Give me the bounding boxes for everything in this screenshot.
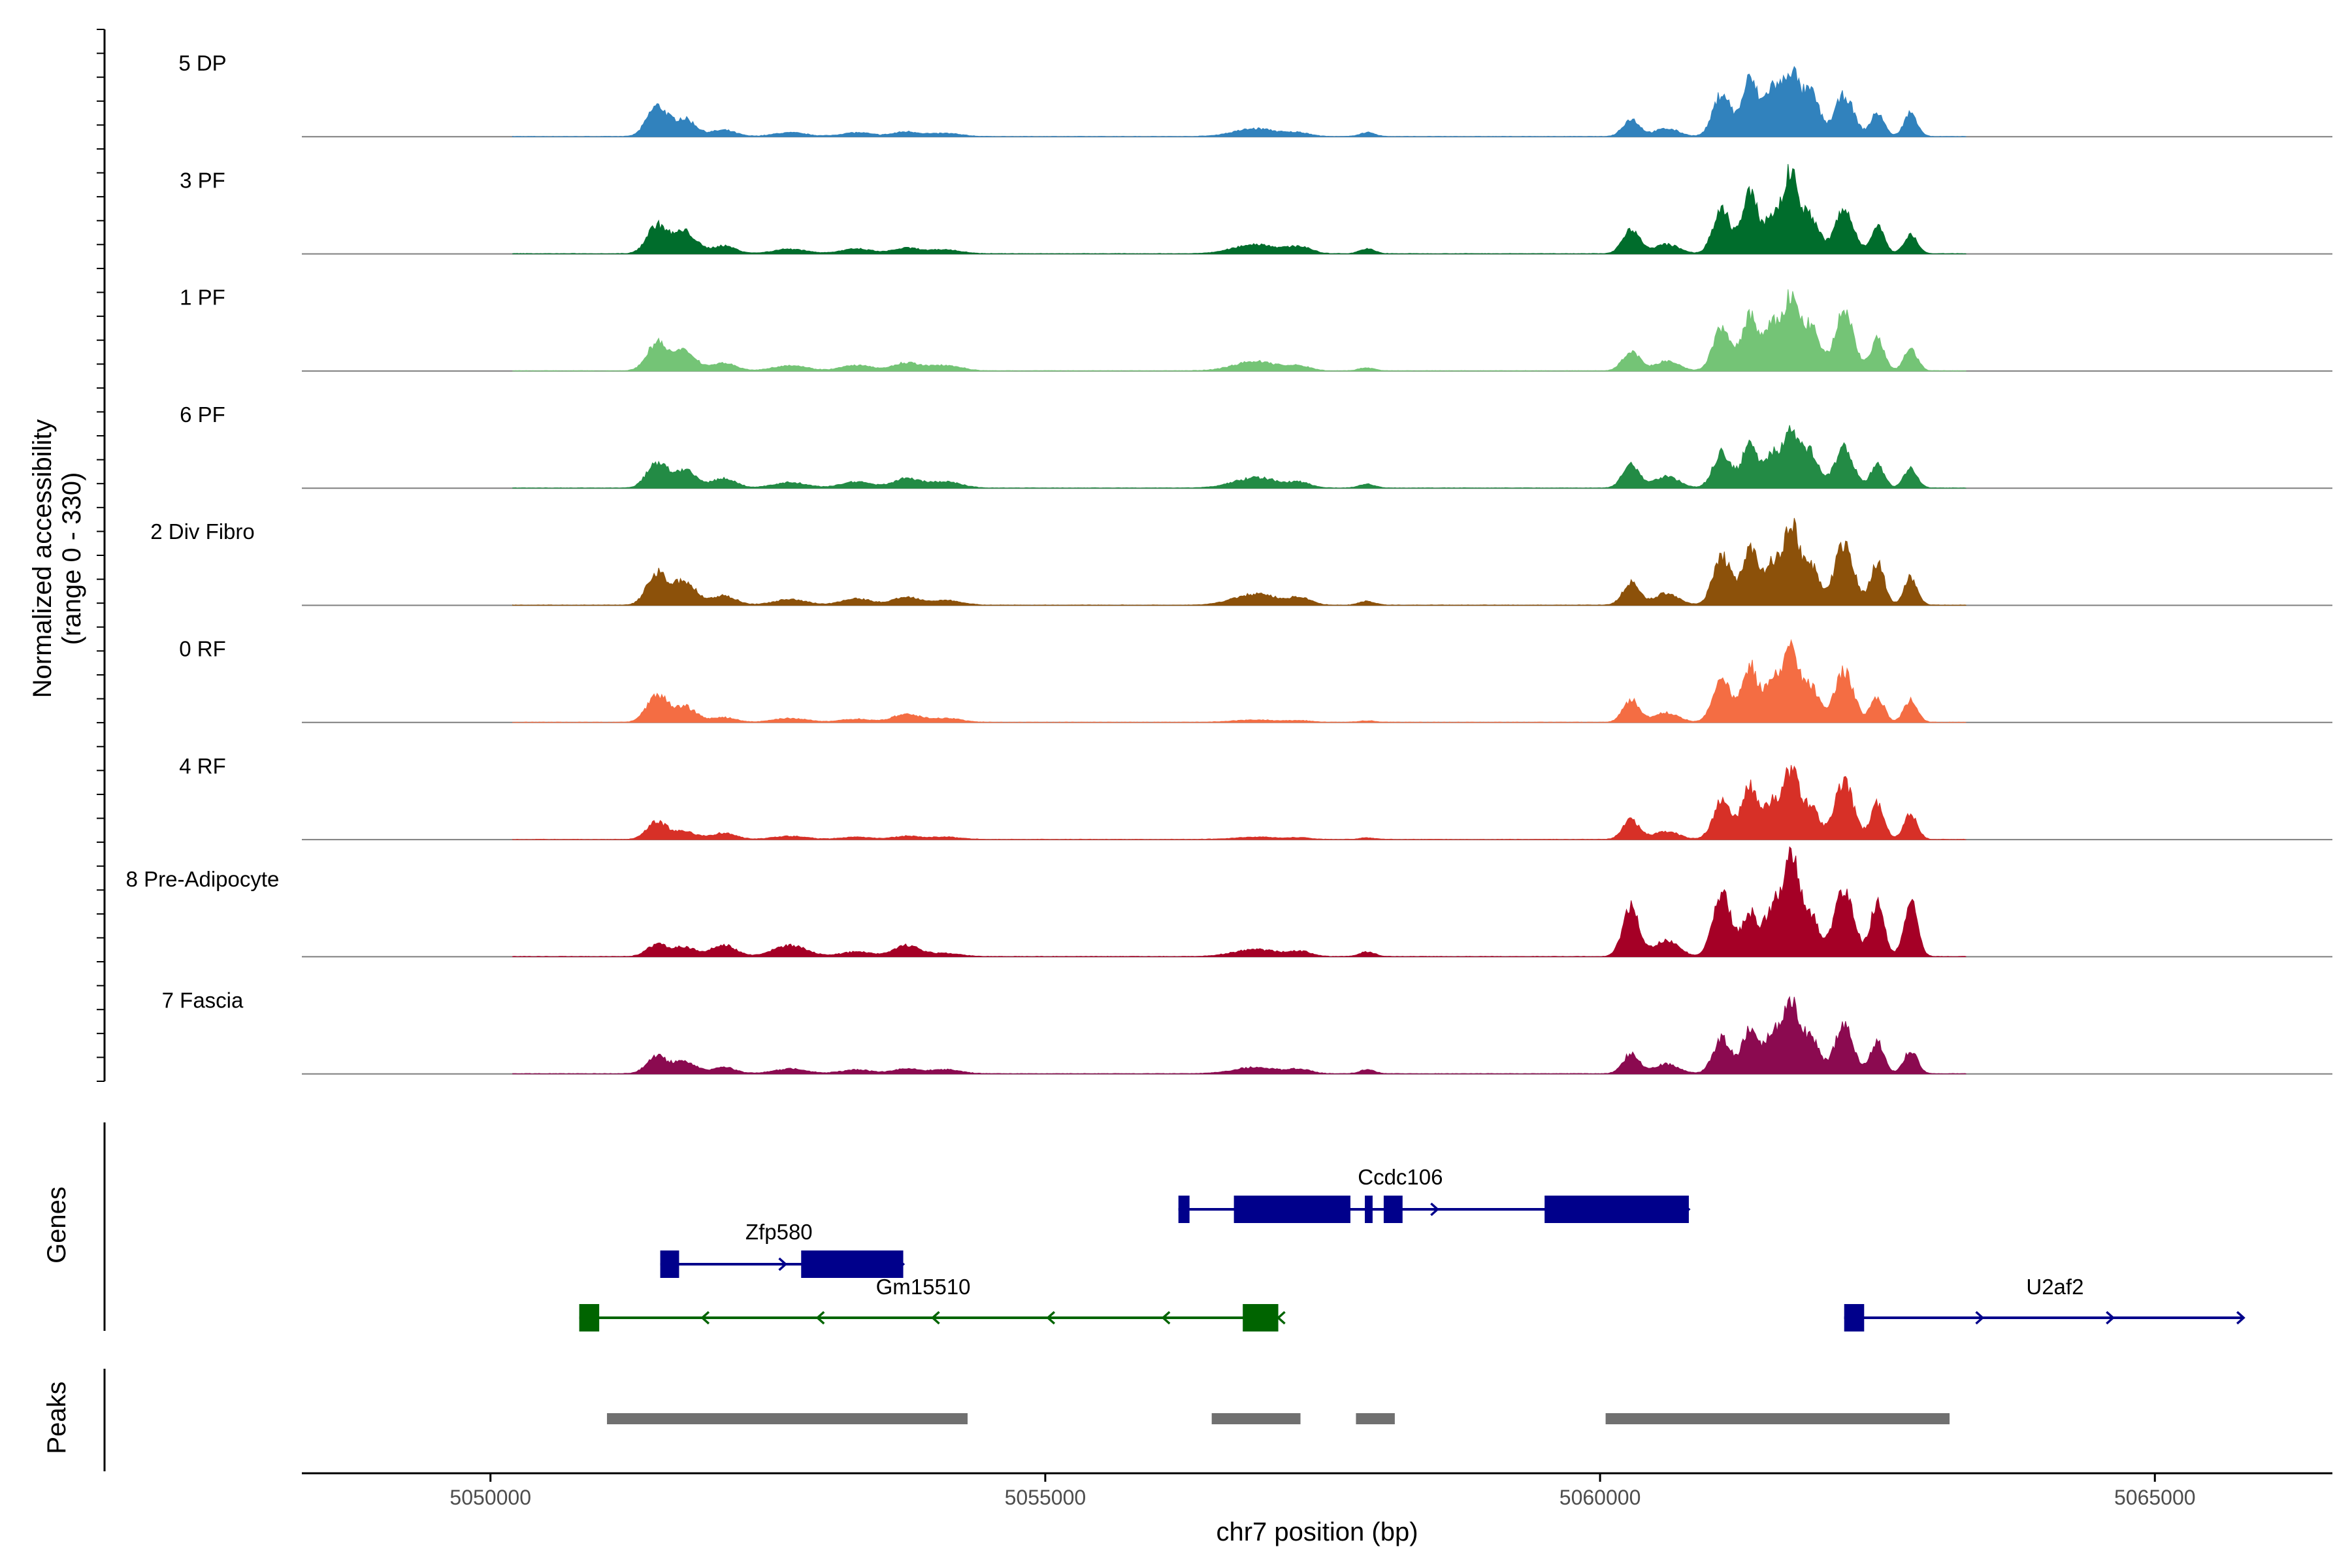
peak-region	[1605, 1413, 1950, 1424]
x-tick-label: 5050000	[449, 1486, 531, 1509]
gene-label: U2af2	[2026, 1275, 2083, 1299]
strand-arrow-icon	[2236, 1311, 2246, 1325]
gene-exon	[1243, 1304, 1279, 1331]
coverage-area	[512, 65, 1967, 137]
coverage-area	[512, 846, 1967, 957]
y-axis-title-line2: (range 0 - 330)	[57, 472, 86, 645]
coverage-area	[512, 764, 1967, 840]
x-axis-title: chr7 position (bp)	[1216, 1518, 1418, 1546]
track-label: 3 PF	[180, 168, 225, 192]
track-label: 1 PF	[180, 286, 225, 310]
gene-exon	[1544, 1196, 1689, 1223]
strand-arrow-icon	[815, 1311, 825, 1325]
gene-exon	[1365, 1196, 1373, 1223]
track-label: 5 DP	[178, 51, 226, 75]
track-label: 6 PF	[180, 402, 225, 427]
genes-panel: Ccdc106 Zfp580 Gm15510 U2af2	[103, 1122, 2246, 1331]
strand-arrow-icon	[1430, 1202, 1439, 1217]
coverage-area	[512, 996, 1967, 1075]
peak-region	[1356, 1413, 1395, 1424]
strand-arrow-icon	[1161, 1311, 1171, 1325]
strand-arrow-icon	[930, 1311, 940, 1325]
gene-exon	[1233, 1196, 1350, 1223]
gene-exon	[1178, 1196, 1190, 1223]
strand-arrow-icon	[2106, 1311, 2115, 1325]
coverage-area	[512, 517, 1967, 606]
gene-label: Gm15510	[876, 1275, 971, 1299]
x-tick-label: 5055000	[1005, 1486, 1086, 1509]
strand-arrow-icon	[778, 1257, 788, 1271]
coverage-area	[512, 164, 1967, 255]
gene-label: Ccdc106	[1358, 1165, 1443, 1189]
peak-region	[607, 1413, 968, 1424]
gene-exon	[1844, 1304, 1865, 1331]
track-label: 4 RF	[179, 754, 226, 778]
coverage-tracks	[302, 65, 2332, 1075]
peaks-panel-label: Peaks	[42, 1381, 71, 1454]
track-label: 8 Pre-Adipocyte	[126, 867, 280, 891]
peaks-panel	[103, 1369, 1950, 1471]
strand-arrow-icon	[1975, 1311, 1985, 1325]
x-tick-label: 5065000	[2114, 1486, 2196, 1509]
coverage-area	[512, 425, 1967, 489]
peak-region	[1211, 1413, 1301, 1424]
y-axis-title-line1: Normalized accessibility	[28, 419, 57, 698]
gene-label: Zfp580	[745, 1220, 813, 1244]
track-label: 2 Div Fibro	[150, 519, 255, 544]
coverage-area	[512, 639, 1967, 723]
track-label: 0 RF	[179, 637, 226, 661]
genes-panel-label: Genes	[42, 1186, 71, 1264]
track-labels: 5 DP 3 PF 1 PF 6 PF 2 Div Fibro 0 RF 4 RF 8 Pre…	[126, 51, 280, 1012]
gene-exon	[801, 1250, 904, 1278]
x-axis: 5050000 5055000 5060000 5065000	[302, 1472, 2332, 1509]
x-tick-label: 5060000	[1560, 1486, 1641, 1509]
gene-exon	[660, 1250, 679, 1278]
strand-arrow-icon	[1046, 1311, 1056, 1325]
gene-exon	[1383, 1196, 1403, 1223]
strand-arrow-icon	[700, 1311, 710, 1325]
gene-exon	[579, 1304, 600, 1331]
track-label: 7 Fascia	[162, 988, 244, 1012]
coverage-area	[512, 289, 1967, 372]
strand-arrow-icon	[1276, 1311, 1286, 1325]
y-axis	[97, 29, 106, 1082]
